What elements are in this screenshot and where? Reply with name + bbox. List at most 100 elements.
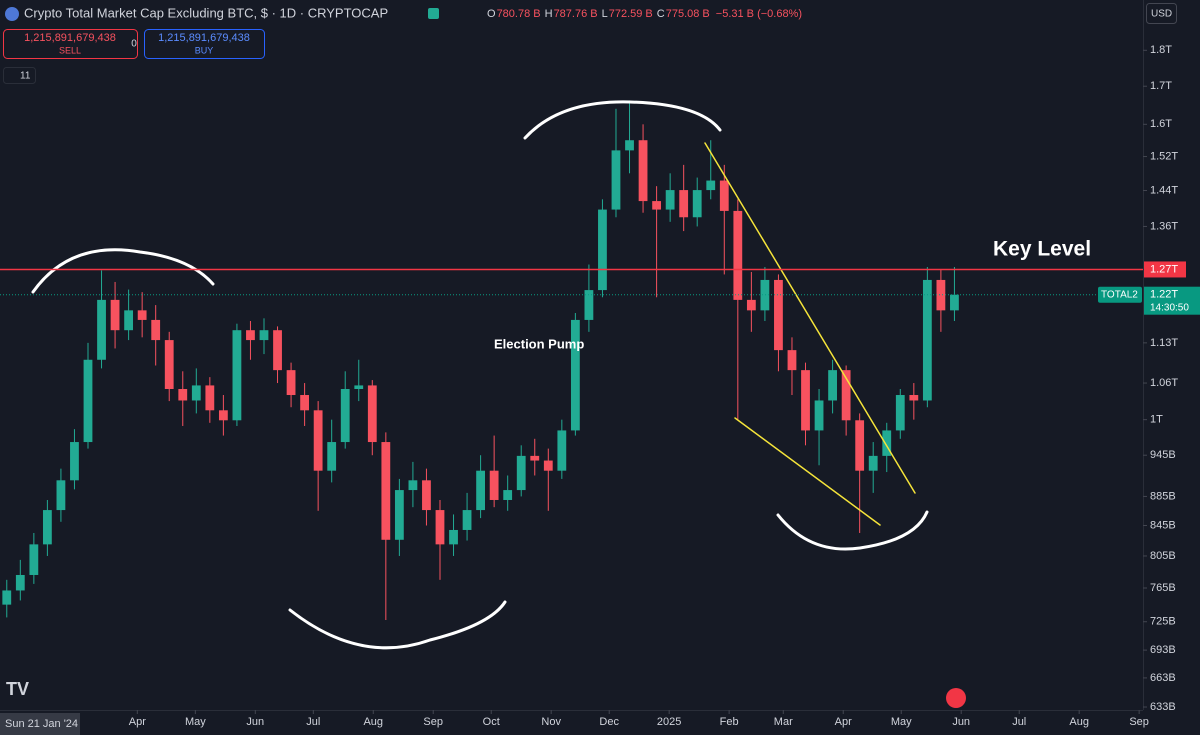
last-price-label: 1.22T [1150,289,1178,301]
arc-drawing [523,100,722,140]
candle-body [787,350,797,371]
y-tick-label: 693B [1150,644,1176,656]
candle-body [692,190,702,218]
candle-body [828,370,837,401]
candle-body [354,385,364,390]
y-tick-label: 1.6T [1150,118,1172,130]
candle-body [882,430,892,456]
ohlc-legend: O 780.78 B H 787.76 B L 772.59 B C 775.08 B −5.3… [487,8,802,20]
candle-body [70,442,79,481]
candle-body [855,420,865,471]
candle-body [313,410,323,471]
sell-button[interactable] [3,29,138,59]
x-tick-label: Jun [246,716,264,728]
y-tick-label: 1.44T [1150,184,1178,196]
y-tick-label: 1.7T [1150,80,1172,92]
candle-body [232,330,242,421]
candle-body [760,279,770,311]
candle-body [218,410,228,421]
legend-label: H [545,8,553,20]
legend-label: C [657,8,665,20]
buy-label: BUY [195,45,214,55]
candle-body [286,370,296,396]
sell-price: 1,215,891,679,438 [24,32,116,44]
symbol-logo [5,7,19,21]
indicator-toggle[interactable] [3,67,36,84]
buy-button[interactable] [144,29,265,59]
candle-body [462,510,472,530]
candle-body [164,340,174,390]
legend-value: 787.76 B [554,8,598,20]
x-tick-label: Nov [541,716,561,728]
candle-body [570,319,580,431]
y-tick-label: 1.13T [1150,337,1178,349]
y-tick-label: 765B [1150,582,1176,594]
candle-body [191,385,201,401]
candle-body [246,330,255,341]
spread: 0 [131,39,137,50]
candle-body [611,150,621,210]
candle-body [489,470,499,500]
candle-body [503,490,513,500]
candle-body [557,430,567,471]
arc-drawing [776,510,929,551]
x-tick-label: Feb [720,716,739,728]
candle-body [801,370,810,431]
candle-body [665,190,675,210]
trend-line [734,417,881,526]
event-icon[interactable] [946,688,966,708]
legend-change: −5.31 B (−0.68%) [716,8,802,20]
candle-body [638,140,648,202]
y-tick-label: 885B [1150,490,1176,502]
legend-value: 775.08 B [666,8,710,20]
candle-body [29,544,39,575]
candle-body [909,395,919,401]
candle-body [774,279,783,351]
x-tick-label: Jul [1012,716,1026,728]
last-price-tag [1144,286,1200,315]
x-tick-label: May [891,716,912,728]
candle-body [83,359,93,443]
key-level-label: 1.27T [1150,263,1178,275]
plot-area [2,100,959,621]
candle-body [543,460,553,471]
candle-body [408,480,418,491]
currency-button[interactable] [1146,3,1177,24]
candle-body [394,490,404,540]
candle-body [327,442,337,471]
y-tick-label: 1.06T [1150,377,1178,389]
countdown: 14:30:50 [1150,302,1189,313]
x-tick-label: May [185,716,206,728]
x-tick-label: Apr [835,716,852,728]
y-tick-label: 633B [1150,701,1176,713]
legend-label: L [602,8,608,20]
symbol-label: TOTAL2 [1101,289,1138,300]
candle-body [2,590,12,605]
y-tick-label: 663B [1150,672,1176,684]
candle-body [706,180,716,191]
candle-body [746,299,756,311]
candle-body [652,201,661,210]
x-tick-label: Sep [423,716,443,728]
candle-body [679,190,689,218]
x-tick-label: Aug [363,716,383,728]
y-tick-label: 725B [1150,616,1176,628]
key-level-tag [1144,261,1186,278]
candle-body [56,480,66,511]
candle-body [259,330,269,341]
currency: USD [1151,9,1172,20]
y-tick-label: 1.8T [1150,44,1172,56]
candle-body [719,180,729,211]
candle-body [124,310,134,331]
legend-label: O [487,8,496,20]
x-tick-label: Jun [952,716,970,728]
sell-label: SELL [59,45,81,55]
candle-body [97,299,106,360]
y-tick-label: 845B [1150,519,1176,531]
y-tick-label: 945B [1150,449,1176,461]
candle-body [110,299,120,331]
candle-body [15,574,25,591]
x-tick-label: Apr [129,716,146,728]
